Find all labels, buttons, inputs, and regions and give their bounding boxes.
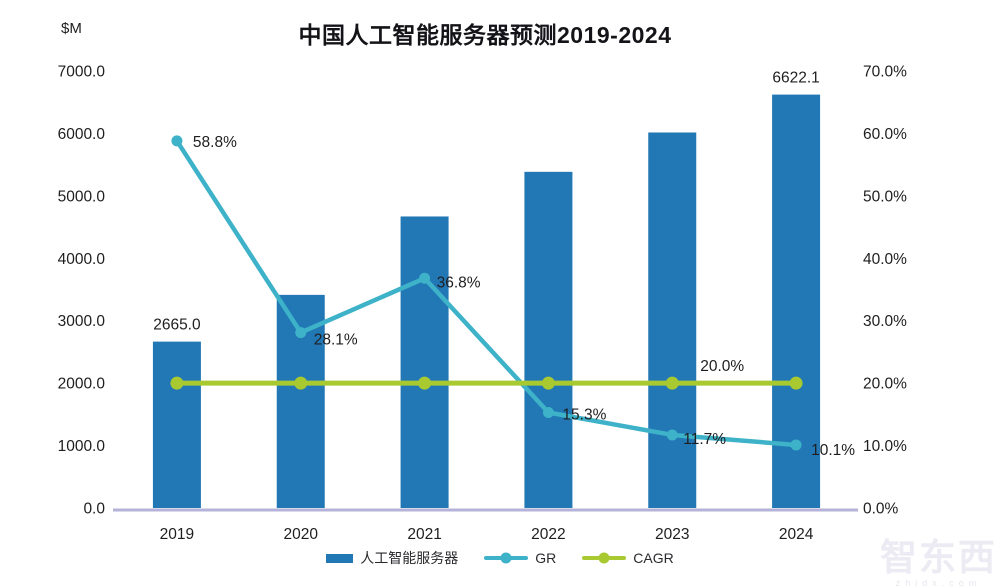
gr-value-label: 36.8% — [437, 274, 481, 291]
legend-item-gr: GR — [484, 550, 556, 566]
right-axis-tick-label: 10.0% — [863, 438, 907, 455]
left-axis-tick-label: 0.0 — [83, 501, 105, 518]
x-axis-category-label: 2019 — [160, 526, 194, 543]
gr-marker-2020 — [295, 327, 307, 339]
legend-bar-swatch-icon — [326, 553, 354, 563]
right-axis-tick-label: 40.0% — [863, 251, 907, 268]
cagr-marker-2019 — [170, 376, 184, 390]
cagr-marker-2024 — [789, 376, 803, 390]
cagr-marker-2020 — [294, 376, 308, 390]
right-axis-tick-label: 0.0% — [863, 501, 899, 518]
legend-marker-dot-icon — [598, 552, 610, 564]
bar-2022 — [524, 171, 573, 508]
right-axis-tick-label: 60.0% — [863, 126, 907, 143]
bar-2021 — [400, 216, 449, 509]
bar-2024 — [772, 94, 821, 508]
legend-label: GR — [535, 550, 557, 566]
legend-item-cagr: CAGR — [582, 550, 674, 566]
right-axis-tick-label: 70.0% — [863, 64, 907, 81]
legend-marker-dot-icon — [500, 552, 512, 564]
left-axis-tick-label: 6000.0 — [58, 126, 106, 143]
bar-2023 — [648, 132, 697, 509]
gr-value-label: 11.7% — [683, 431, 726, 448]
gr-value-label: 10.1% — [811, 442, 855, 459]
left-axis-tick-label: 1000.0 — [58, 438, 106, 455]
left-axis-tick-label: 4000.0 — [58, 251, 106, 268]
right-axis-tick-label: 30.0% — [863, 313, 907, 330]
cagr-value-label: 20.0% — [700, 358, 744, 375]
bar-value-label: 6622.1 — [772, 70, 819, 87]
bar-2019 — [152, 341, 201, 508]
x-axis-category-label: 2023 — [655, 526, 689, 543]
cagr-marker-2022 — [541, 376, 555, 390]
gr-marker-2023 — [666, 429, 678, 441]
cagr-marker-2023 — [665, 376, 679, 390]
gr-value-label: 58.8% — [193, 134, 237, 151]
bar-value-label: 2665.0 — [153, 317, 201, 334]
gr-marker-2019 — [171, 135, 183, 147]
legend-line-swatch-icon — [484, 552, 529, 564]
left-axis-tick-label: 5000.0 — [58, 188, 106, 205]
gr-value-label: 15.3% — [562, 406, 606, 423]
gr-line — [174, 138, 799, 448]
legend-label: 人工智能服务器 — [360, 550, 459, 566]
chart-title: 中国人工智能服务器预测2019-2024 — [298, 22, 672, 48]
cagr-marker-2021 — [418, 376, 432, 390]
right-axis-tick-label: 50.0% — [863, 188, 907, 205]
gr-marker-2022 — [542, 406, 554, 418]
x-axis-category-label: 2024 — [779, 526, 814, 543]
gr-marker-2021 — [419, 272, 431, 284]
gr-marker-2024 — [790, 439, 802, 451]
x-axis-category-label: 2022 — [531, 526, 565, 543]
left-axis-unit-label: $M — [61, 20, 82, 37]
left-axis-tick-label: 7000.0 — [58, 64, 106, 81]
left-axis-tick-label: 3000.0 — [58, 313, 106, 330]
x-axis-category-label: 2020 — [284, 526, 319, 543]
legend-label: CAGR — [633, 550, 674, 566]
gr-value-label: 28.1% — [314, 332, 358, 349]
left-axis-tick-label: 2000.0 — [58, 376, 106, 393]
x-axis-category-label: 2021 — [407, 526, 441, 543]
right-axis-tick-label: 20.0% — [863, 376, 907, 393]
legend-line-swatch-icon — [582, 552, 627, 564]
legend-item-servers: 人工智能服务器 — [326, 548, 458, 568]
chart-legend: 人工智能服务器 GR CAGR — [0, 548, 1000, 568]
